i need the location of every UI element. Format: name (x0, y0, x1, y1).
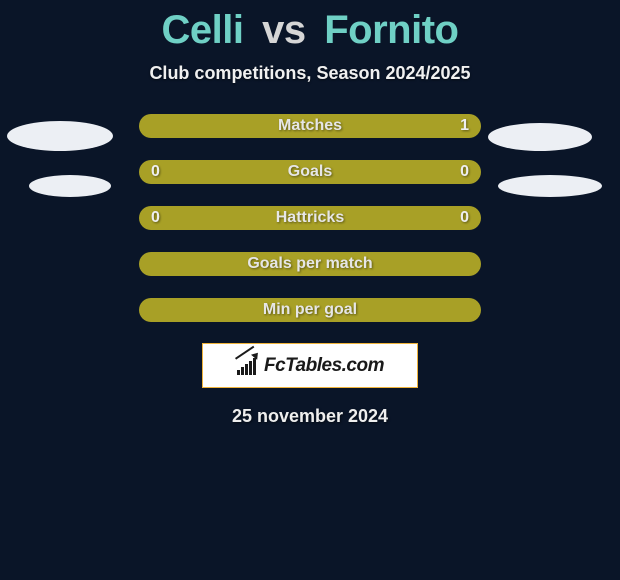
stat-row-hattricks: 0 Hattricks 0 (139, 206, 481, 230)
stat-row-matches: Matches 1 (139, 114, 481, 138)
stat-label: Goals (288, 163, 332, 181)
player-left-avatar-ellipse (7, 121, 113, 151)
player-right-name: Fornito (324, 8, 458, 52)
stat-label: Min per goal (263, 301, 357, 319)
stat-value-right: 1 (460, 117, 469, 135)
footer-date: 25 november 2024 (0, 406, 620, 427)
stat-row-goals: 0 Goals 0 (139, 160, 481, 184)
source-badge-label: FcTables.com (264, 355, 384, 377)
stat-value-right: 0 (460, 163, 469, 181)
stat-label: Goals per match (247, 255, 372, 273)
player-left-name: Celli (162, 8, 244, 52)
stat-value-left: 0 (151, 163, 160, 181)
stat-label: Hattricks (276, 209, 344, 227)
stat-value-right: 0 (460, 209, 469, 227)
comparison-stage: Matches 1 0 Goals 0 0 Hattricks 0 Goals … (0, 114, 620, 427)
stat-label: Matches (278, 117, 342, 135)
stat-row-goals-per-match: Goals per match (139, 252, 481, 276)
comparison-title: Celli vs Fornito (0, 8, 620, 53)
bar-chart-arrow-icon (236, 357, 258, 375)
stat-value-left: 0 (151, 209, 160, 227)
player-right-avatar-ellipse (488, 123, 592, 151)
source-badge[interactable]: FcTables.com (202, 343, 418, 388)
player-left-team-ellipse (29, 175, 111, 197)
season-subtitle: Club competitions, Season 2024/2025 (0, 63, 620, 84)
player-right-team-ellipse (498, 175, 602, 197)
stat-rows: Matches 1 0 Goals 0 0 Hattricks 0 Goals … (139, 114, 481, 322)
vs-label: vs (262, 8, 306, 52)
stat-row-min-per-goal: Min per goal (139, 298, 481, 322)
